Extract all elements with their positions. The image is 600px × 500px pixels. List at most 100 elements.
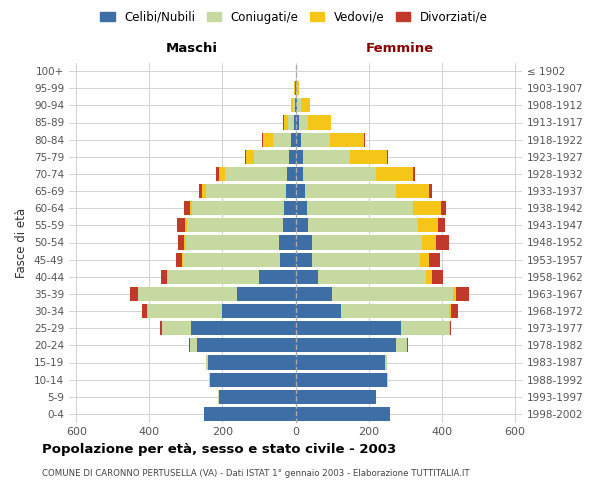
Bar bbox=[176, 252, 182, 266]
Bar bbox=[396, 184, 429, 198]
Bar bbox=[296, 372, 387, 386]
Bar bbox=[296, 270, 318, 284]
Bar bbox=[296, 356, 385, 370]
Bar bbox=[296, 287, 332, 301]
Bar bbox=[296, 201, 307, 215]
Bar bbox=[190, 338, 197, 352]
Bar bbox=[295, 98, 296, 112]
Y-axis label: Fasce di età: Fasce di età bbox=[16, 208, 28, 278]
Bar bbox=[449, 321, 451, 335]
Text: COMUNE DI CARONNO PERTUSELLA (VA) - Dati ISTAT 1° gennaio 2003 - Elaborazione TU: COMUNE DI CARONNO PERTUSELLA (VA) - Dati… bbox=[42, 469, 470, 478]
Bar bbox=[223, 304, 296, 318]
Bar bbox=[413, 167, 415, 181]
Bar bbox=[206, 356, 208, 370]
Bar bbox=[283, 218, 296, 232]
Bar bbox=[167, 270, 259, 284]
Bar bbox=[246, 150, 254, 164]
Bar bbox=[308, 116, 331, 130]
Bar bbox=[219, 167, 226, 181]
Text: Popolazione per età, sesso e stato civile - 2003: Popolazione per età, sesso e stato civil… bbox=[42, 442, 396, 456]
Bar bbox=[296, 81, 297, 95]
Bar bbox=[284, 201, 296, 215]
Bar bbox=[296, 338, 396, 352]
Bar bbox=[237, 287, 296, 301]
Bar bbox=[418, 218, 438, 232]
Bar bbox=[162, 321, 191, 335]
Bar bbox=[254, 150, 289, 164]
Bar bbox=[396, 338, 407, 352]
Bar bbox=[303, 150, 350, 164]
Bar bbox=[341, 304, 449, 318]
Bar bbox=[184, 252, 280, 266]
Bar bbox=[305, 184, 396, 198]
Bar bbox=[245, 150, 246, 164]
Bar bbox=[226, 167, 287, 181]
Bar bbox=[142, 304, 147, 318]
Bar bbox=[298, 98, 301, 112]
Bar bbox=[288, 116, 293, 130]
Bar bbox=[139, 287, 237, 301]
Bar bbox=[296, 184, 305, 198]
Bar bbox=[296, 116, 299, 130]
Bar bbox=[407, 338, 408, 352]
Bar bbox=[199, 184, 202, 198]
Bar bbox=[187, 218, 283, 232]
Bar bbox=[420, 252, 429, 266]
Bar bbox=[387, 150, 388, 164]
Bar bbox=[303, 167, 376, 181]
Bar bbox=[376, 167, 413, 181]
Bar bbox=[296, 132, 301, 146]
Bar bbox=[332, 287, 452, 301]
Bar bbox=[350, 150, 387, 164]
Bar bbox=[301, 98, 310, 112]
Bar bbox=[312, 236, 422, 250]
Bar bbox=[191, 321, 296, 335]
Bar bbox=[296, 150, 303, 164]
Bar bbox=[185, 218, 187, 232]
Bar bbox=[161, 270, 167, 284]
Bar bbox=[219, 390, 296, 404]
Bar bbox=[160, 321, 162, 335]
Bar bbox=[438, 218, 445, 232]
Bar bbox=[293, 116, 296, 130]
Bar bbox=[262, 132, 263, 146]
Bar bbox=[296, 407, 391, 421]
Bar bbox=[280, 252, 296, 266]
Bar bbox=[296, 98, 298, 112]
Bar bbox=[193, 201, 284, 215]
Bar bbox=[387, 372, 388, 386]
Bar bbox=[184, 201, 190, 215]
Bar bbox=[308, 218, 418, 232]
Bar bbox=[287, 167, 296, 181]
Bar bbox=[307, 201, 413, 215]
Bar bbox=[330, 132, 364, 146]
Text: Femmine: Femmine bbox=[365, 42, 434, 56]
Bar bbox=[296, 218, 308, 232]
Bar bbox=[189, 338, 190, 352]
Bar bbox=[263, 132, 273, 146]
Bar bbox=[297, 81, 299, 95]
Bar bbox=[429, 184, 432, 198]
Bar bbox=[286, 184, 296, 198]
Bar bbox=[291, 132, 296, 146]
Bar bbox=[451, 304, 458, 318]
Bar bbox=[318, 270, 426, 284]
Bar bbox=[440, 201, 446, 215]
Bar bbox=[299, 116, 308, 130]
Bar bbox=[208, 356, 296, 370]
Bar bbox=[259, 270, 296, 284]
Bar bbox=[296, 236, 312, 250]
Bar bbox=[197, 338, 296, 352]
Bar bbox=[291, 98, 293, 112]
Bar bbox=[216, 167, 219, 181]
Bar bbox=[385, 356, 387, 370]
Bar bbox=[289, 150, 296, 164]
Bar bbox=[449, 304, 451, 318]
Bar bbox=[186, 236, 279, 250]
Bar bbox=[429, 252, 440, 266]
Bar bbox=[401, 321, 449, 335]
Bar bbox=[301, 132, 330, 146]
Bar bbox=[190, 201, 193, 215]
Bar bbox=[422, 236, 436, 250]
Bar bbox=[364, 132, 365, 146]
